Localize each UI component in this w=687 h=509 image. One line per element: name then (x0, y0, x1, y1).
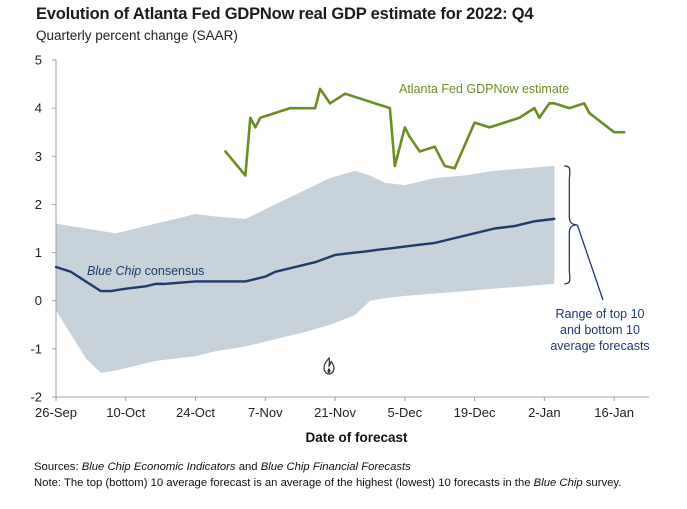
x-tick-label: 7-Nov (248, 405, 283, 420)
y-tick-label: 3 (35, 149, 42, 164)
note-end: survey. (582, 477, 622, 489)
range-annotation-line-1: Range of top 10 (555, 307, 645, 321)
range-bracket (564, 165, 578, 285)
sources-footnote: Sources: Blue Chip Economic Indicators a… (34, 461, 411, 473)
x-tick-label: 10-Oct (106, 405, 145, 420)
note-italic: Blue Chip (533, 477, 583, 489)
flame-logo-icon (323, 357, 335, 375)
note-text: The top (bottom) 10 average forecast is … (61, 477, 534, 489)
range-annotation-line-2: and bottom 10 (560, 323, 640, 337)
gdpnow-series-label: Atlanta Fed GDPNow estimate (399, 82, 569, 96)
x-tick-label: 5-Dec (387, 405, 422, 420)
sources-part-1: Blue Chip Economic Indicators (81, 461, 236, 473)
chart-title: Evolution of Atlanta Fed GDPNow real GDP… (36, 5, 534, 23)
sources-and: and (235, 461, 261, 473)
x-tick-label: 21-Nov (314, 405, 356, 420)
y-tick-label: 4 (35, 101, 42, 116)
x-axis-title: Date of forecast (305, 430, 408, 445)
range-leader-line (576, 224, 604, 301)
y-tick-label: 0 (35, 293, 42, 308)
range-annotation-line-3: average forecasts (550, 339, 650, 353)
x-tick-label: 16-Jan (594, 405, 634, 420)
x-tick-label: 2-Jan (528, 405, 561, 420)
y-tick-label: 1 (35, 245, 42, 260)
y-tick-label: -1 (30, 341, 42, 356)
y-tick-label: 5 (35, 53, 42, 68)
y-tick-label: 2 (35, 197, 42, 212)
gdpnow-series-line (224, 87, 626, 177)
sources-part-2: Blue Chip Financial Forecasts (260, 461, 411, 473)
bluechip-series-line (54, 217, 556, 293)
range-band (56, 165, 555, 373)
x-tick-label: 26-Sep (35, 405, 77, 420)
y-tick-label: -2 (30, 390, 42, 405)
sources-label: Sources: (34, 461, 79, 473)
chart-subtitle: Quarterly percent change (SAAR) (36, 28, 238, 43)
bluechip-series-label: Blue Chip consensus (87, 264, 204, 278)
x-tick-label: 24-Oct (176, 405, 215, 420)
range-annotation: Range of top 10 and bottom 10 average fo… (540, 306, 660, 354)
note-label: Note: (34, 477, 62, 489)
note-footnote: Note: The top (bottom) 10 average foreca… (34, 477, 621, 489)
x-tick-label: 19-Dec (454, 405, 496, 420)
